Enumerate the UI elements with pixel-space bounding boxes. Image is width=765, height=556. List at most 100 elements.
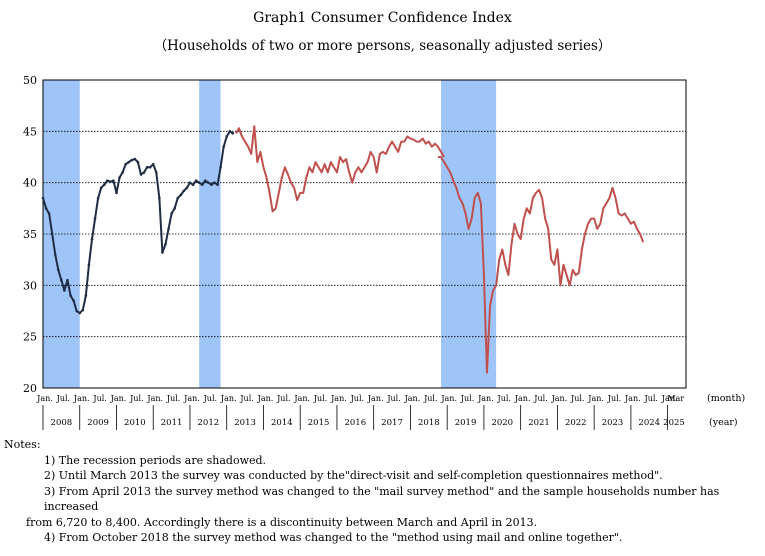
series-1-point [145,165,149,169]
series-1-point [179,193,183,197]
x-year-label: 2010 [124,418,146,428]
x-month-tick-label: Jul. [203,394,217,403]
x-month-tick-label: Jul. [423,394,437,403]
y-tick-label: 40 [23,177,37,190]
x-axis: Jan. Jul. Jan. Jul. Jan. Jul. Jan. Jul. Jan. Jul.… [36,394,685,430]
x-month-tick-label: Jan. [404,394,421,403]
x-month-tick-label: Mar [667,394,684,403]
note-4: 4) From October 2018 the survey method w… [44,531,623,544]
y-tick-label: 25 [23,331,37,344]
series-1-point [41,196,45,200]
series-1-point [170,212,173,215]
series-1-point [139,173,143,176]
chart-title: Graph1 Consumer Confidence Index [253,10,512,26]
gridlines [43,130,686,338]
x-year-label: 2008 [51,418,73,428]
y-tick-label: 45 [23,125,37,138]
month-unit-label: (month) [707,393,745,404]
series-1-point [228,130,232,133]
series-1-point [173,207,176,210]
recession-band-3 [441,80,497,388]
x-year-label: 2021 [528,418,550,428]
series-1-point [197,181,201,184]
x-month-tick-label: Jul. [644,394,658,403]
series-1-point [109,180,112,183]
x-month-tick-label: Jan. [330,394,347,403]
series-1-point [66,278,69,282]
x-month-tick-label: Jul. [166,394,180,403]
series-1-point [203,179,207,182]
series-1-point [75,309,78,313]
series-1-point [207,181,210,184]
x-year-label: 2024 [638,418,660,428]
x-month-tick-label: Jan. [440,394,457,403]
series-1-point [164,242,167,246]
series-1-point [124,162,127,166]
chart-subtitle: （Households of two or more persons, seas… [153,38,612,54]
series-1-point [130,158,134,162]
x-year-label: 2009 [87,418,109,428]
y-tick-label: 20 [23,382,37,395]
notes: Notes: 1) The recession periods are shad… [4,437,764,546]
x-year-label: 2013 [234,418,256,428]
series-1-point [69,294,72,297]
x-month-tick-label: Jan. [36,394,53,403]
series-1-point [50,232,54,236]
x-month-tick-label: Jan. [220,394,237,403]
x-year-label: 2016 [344,418,366,428]
x-month-tick-label: Jul. [570,394,584,403]
x-month-tick-label: Jan. [146,394,163,403]
series-1-point [158,196,161,200]
x-year-label: 2022 [565,418,587,428]
y-tick-label: 50 [23,74,37,87]
x-year-label: 2020 [491,418,513,428]
recession-band-2 [199,80,221,388]
x-month-tick-label: Jan. [257,394,274,403]
series-1-point [53,253,57,256]
series-line-3 [437,156,645,374]
series-1-point [121,171,124,174]
x-month-tick-label: Jul. [386,394,400,403]
series-1-point [87,263,91,267]
series-1-point [90,237,94,241]
series-1-point [225,135,229,138]
x-month-tick-label: Jul. [313,394,327,403]
series-1-point [115,191,118,195]
series-1-point [182,189,186,193]
y-axis: 20 25 30 35 40 45 50 [23,74,37,395]
x-month-tick-label: Jul. [56,394,70,403]
y-tick-label: 35 [23,228,37,241]
x-month-tick-label: Jan. [514,394,531,403]
series-1-point [188,181,192,184]
x-month-tick-label: Jan. [110,394,127,403]
x-month-tick-label: Jul. [533,394,547,403]
x-year-label: 2011 [161,418,183,428]
series-1-point [142,171,146,174]
x-month-tick-label: Jan. [624,394,641,403]
series-1-point [44,207,48,210]
series-1-point [78,311,82,315]
x-month-tick-label: Jan. [367,394,384,403]
x-month-tick-label: Jan. [183,394,200,403]
series-1-point [185,186,189,190]
x-month-tick-label: Jul. [460,394,474,403]
series-1-point [106,179,109,182]
x-month-tick-label: Jul. [276,394,290,403]
series-1-point [60,278,63,282]
series-lines [41,125,645,374]
x-month-tick-label: Jan. [293,394,310,403]
series-1-point [112,179,115,182]
series-1-point [191,183,195,187]
notes-header: Notes: [4,438,41,451]
x-month-tick-label: Jan. [551,394,568,403]
note-2: 2) Until March 2013 the survey was condu… [44,469,663,482]
series-1-point [136,160,140,164]
series-1-point [200,183,204,187]
series-1-point [72,299,75,303]
series-1-point [102,183,106,187]
series-1-point [99,186,103,190]
x-month-tick-label: Jul. [607,394,621,403]
note-3: 3) From April 2013 the survey method was… [44,484,720,514]
series-1-point [210,183,213,187]
